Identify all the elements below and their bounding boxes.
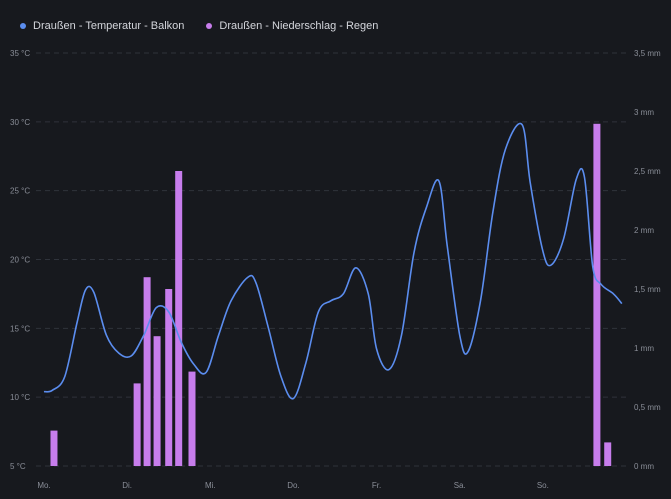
- rain-bar: [165, 289, 173, 466]
- right-axis: 0 mm 0,5 mm 1 mm 1,5 mm 2 mm 2,5 mm 3 mm 3,5 mm: [634, 49, 661, 471]
- x-tick-label: Di.: [122, 481, 132, 490]
- rain-bar: [604, 442, 612, 466]
- legend-label-rain: Draußen - Niederschlag - Regen: [219, 20, 379, 32]
- rain-bar: [175, 171, 183, 466]
- left-tick-label: 5 °C: [10, 462, 26, 471]
- left-tick-label: 35 °C: [10, 49, 30, 58]
- temperature-dot-icon: [20, 23, 26, 29]
- legend-item-rain[interactable]: Draußen - Niederschlag - Regen: [206, 20, 378, 32]
- right-tick-label: 0 mm: [634, 462, 654, 471]
- rain-bar: [143, 277, 151, 466]
- right-tick-label: 3,5 mm: [634, 49, 661, 58]
- left-tick-label: 30 °C: [10, 118, 30, 127]
- right-tick-label: 2 mm: [634, 226, 654, 235]
- x-tick-label: So.: [537, 481, 549, 490]
- rain-bar: [153, 336, 161, 466]
- left-tick-label: 25 °C: [10, 187, 30, 196]
- x-tick-label: Mo.: [37, 481, 50, 490]
- left-tick-label: 10 °C: [10, 393, 30, 402]
- rain-bar: [593, 123, 601, 467]
- x-tick-label: Mi.: [205, 481, 216, 490]
- left-tick-label: 20 °C: [10, 256, 30, 265]
- right-tick-label: 2,5 mm: [634, 167, 661, 176]
- grid-lines: [36, 52, 626, 467]
- x-tick-label: Sa.: [454, 481, 466, 490]
- x-tick-label: Fr.: [372, 481, 381, 490]
- right-tick-label: 1 mm: [634, 344, 654, 353]
- rain-bar: [188, 371, 196, 466]
- x-axis: Mo. Di. Mi. Do. Fr. Sa. So.: [37, 481, 549, 490]
- legend-label-temperature: Draußen - Temperatur - Balkon: [33, 20, 185, 32]
- rain-bars: [50, 123, 612, 467]
- left-axis: 5 °C 10 °C 15 °C 20 °C 25 °C 30 °C 35 °C: [10, 49, 30, 471]
- legend: Draußen - Temperatur - Balkon Draußen - …: [20, 18, 378, 34]
- rain-bar: [133, 383, 141, 466]
- rain-dot-icon: [206, 23, 213, 29]
- right-tick-label: 0,5 mm: [634, 403, 661, 412]
- left-tick-label: 15 °C: [10, 324, 30, 333]
- right-tick-label: 1,5 mm: [634, 285, 661, 294]
- legend-item-temperature[interactable]: Draußen - Temperatur - Balkon: [20, 20, 184, 32]
- right-tick-label: 3 mm: [634, 108, 654, 117]
- temperature-line: [43, 122, 623, 400]
- rain-bar: [50, 430, 58, 466]
- x-tick-label: Do.: [287, 481, 299, 490]
